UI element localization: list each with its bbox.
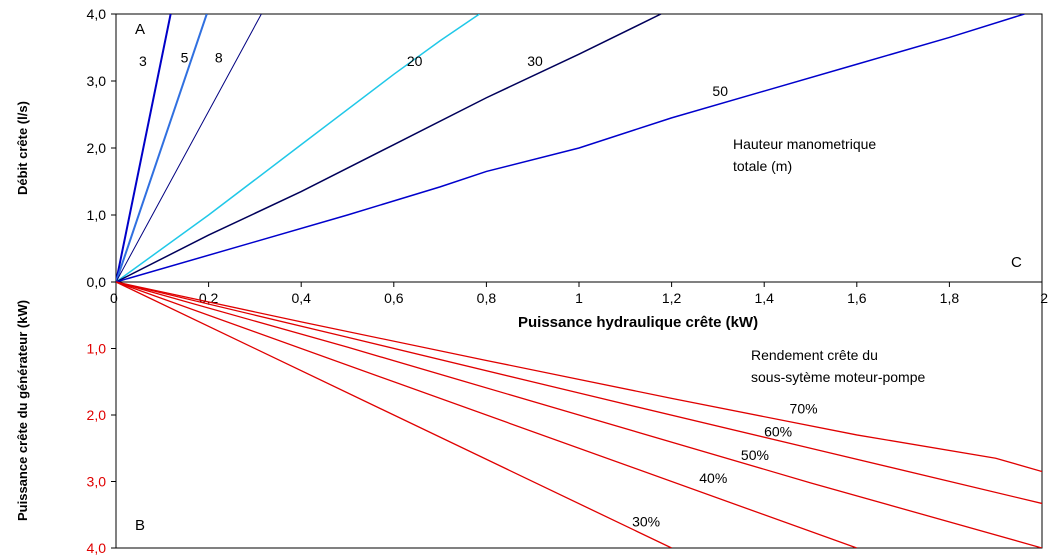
y-tick-label-top: 0,0 (87, 274, 107, 290)
annotation-bottom-line2: sous-sytème moteur-pompe (751, 369, 926, 385)
x-tick-label: 0,4 (291, 290, 311, 306)
series-label-hmt-8: 8 (215, 50, 223, 66)
annotation-top-line2: totale (m) (733, 158, 793, 174)
series-label-rendement-30pct: 30% (632, 513, 660, 529)
series-line-rendement-70pct (116, 281, 1042, 473)
series-label-hmt-20: 20 (407, 53, 423, 69)
y-axis-label-top: Débit crête (l/s) (15, 101, 30, 195)
y-tick-label-bottom: 3,0 (87, 474, 107, 490)
series-line-hmt-8 (116, 14, 262, 283)
series-line-rendement-60pct (116, 281, 1042, 505)
series-line-hmt-20 (116, 14, 480, 283)
x-tick-label: 1,2 (662, 290, 682, 306)
series-label-rendement-70pct: 70% (790, 400, 818, 416)
corner-label-b: B (135, 517, 146, 534)
series-line-hmt-5 (116, 14, 208, 283)
x-tick-label: 1,8 (940, 290, 960, 306)
annotation-top-line1: Hauteur manometrique (733, 136, 877, 152)
series-label-hmt-50: 50 (712, 83, 728, 99)
y-tick-label-bottom: 1,0 (87, 341, 107, 357)
y-tick-label-bottom: 2,0 (87, 407, 107, 423)
series-line-rendement-30pct (116, 281, 672, 548)
x-tick-label: 0,2 (199, 290, 219, 306)
y-tick-label-top: 4,0 (87, 6, 107, 22)
x-axis-label: Puissance hydraulique crête (kW) (518, 314, 759, 331)
series-label-rendement-50pct: 50% (741, 447, 769, 463)
x-tick-label: 0 (110, 290, 118, 306)
series-label-hmt-3: 3 (139, 53, 147, 69)
y-tick-label-top: 2,0 (87, 140, 107, 156)
series-label-hmt-30: 30 (527, 53, 543, 69)
series-line-rendement-50pct (116, 281, 1042, 548)
series-line-rendement-40pct (116, 281, 858, 548)
series-line-hmt-50 (116, 14, 1025, 283)
x-tick-label: 0,8 (477, 290, 497, 306)
series-line-hmt-30 (116, 14, 662, 283)
annotation-bottom-line1: Rendement crête du (751, 347, 878, 363)
y-tick-label-bottom: 4,0 (87, 540, 107, 556)
x-tick-label: 1,4 (754, 290, 774, 306)
y-tick-label-top: 3,0 (87, 73, 107, 89)
x-tick-label: 1,6 (847, 290, 867, 306)
x-tick-label: 1 (575, 290, 583, 306)
corner-label-a: A (135, 21, 146, 38)
series-label-rendement-40pct: 40% (699, 470, 727, 486)
corner-label-c: C (1011, 254, 1022, 271)
y-tick-label-top: 1,0 (87, 207, 107, 223)
x-tick-label: 0,6 (384, 290, 404, 306)
y-axis-label-bottom: Puissance crête du générateur (kW) (15, 299, 30, 521)
series-line-hmt-3 (116, 14, 172, 283)
x-tick-label: 2 (1040, 290, 1048, 306)
plot-frame (115, 13, 1043, 549)
series-label-rendement-60pct: 60% (764, 424, 792, 440)
series-label-hmt-5: 5 (181, 50, 189, 66)
